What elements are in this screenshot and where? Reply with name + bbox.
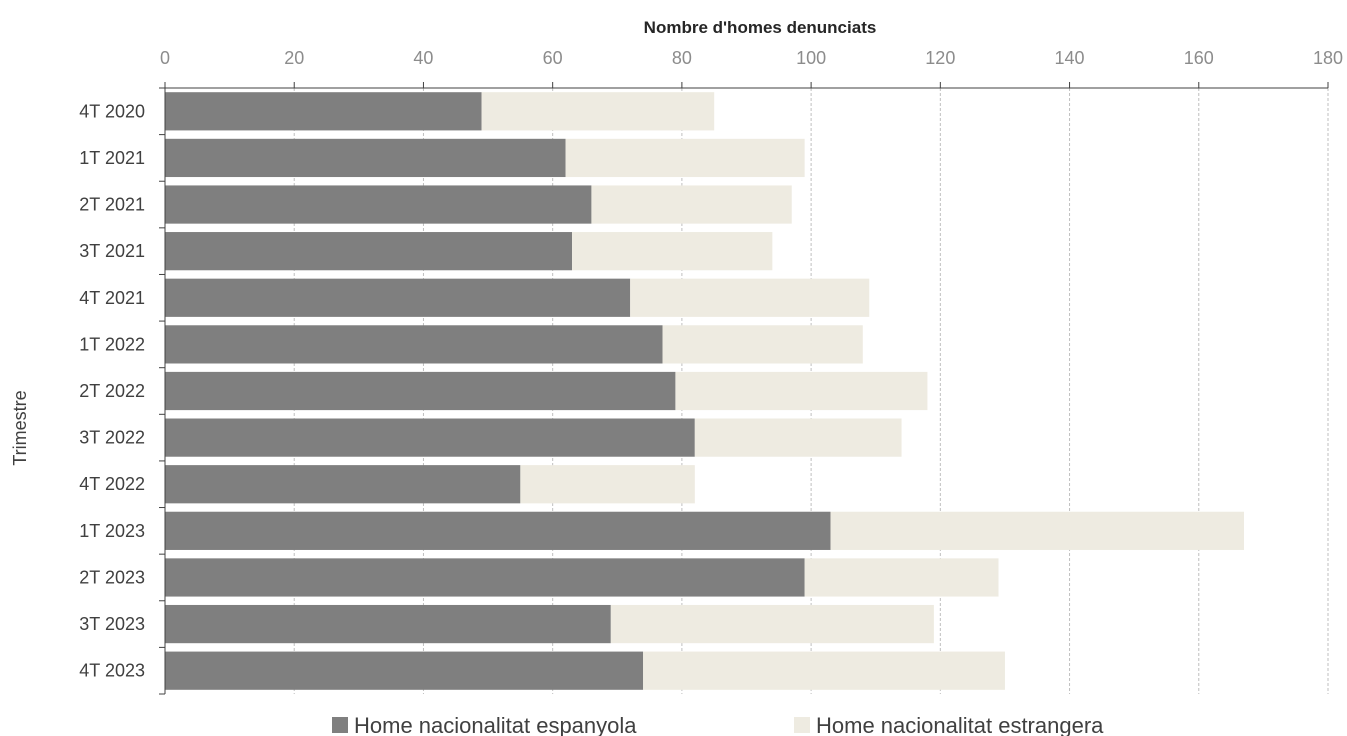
bar-segment-estrangera	[662, 325, 863, 364]
bar-segment-estrangera	[520, 465, 695, 504]
category-label: 3T 2023	[79, 614, 145, 634]
category-label: 4T 2021	[79, 288, 145, 308]
x-tick-label: 80	[672, 48, 692, 68]
bar-segment-espanyola	[165, 558, 805, 597]
bar-segment-espanyola	[165, 651, 644, 690]
bar-segment-espanyola	[165, 138, 566, 178]
bar-segment-estrangera	[630, 278, 870, 317]
bar-segment-espanyola	[165, 92, 482, 131]
bar-segment-espanyola	[165, 278, 631, 317]
bar-segment-espanyola	[165, 604, 611, 644]
x-tick-label: 60	[543, 48, 563, 68]
x-tick-label: 100	[796, 48, 826, 68]
category-label: 1T 2022	[79, 334, 145, 354]
bar-segment-estrangera	[481, 92, 715, 131]
category-label: 4T 2020	[79, 101, 145, 121]
x-tick-label: 0	[160, 48, 170, 68]
x-tick-label: 20	[284, 48, 304, 68]
category-label: 1T 2021	[79, 148, 145, 168]
category-label: 3T 2022	[79, 428, 145, 448]
legend-swatch-estrangera	[794, 717, 810, 733]
legend-label-espanyola: Home nacionalitat espanyola	[354, 713, 637, 736]
legend-swatch-espanyola	[332, 717, 348, 733]
legend: Home nacionalitat espanyola Home naciona…	[332, 713, 1104, 736]
category-label: 2T 2022	[79, 381, 145, 401]
category-label: 2T 2021	[79, 195, 145, 215]
x-tick-labels: 0 20 40 60 80 100 120 140 160 180	[160, 48, 1343, 68]
x-tick-label: 40	[413, 48, 433, 68]
bar-segment-estrangera	[675, 371, 928, 411]
bar-segment-espanyola	[165, 418, 695, 457]
bar-segment-espanyola	[165, 511, 831, 550]
bar-segment-espanyola	[165, 465, 521, 504]
bar-segment-estrangera	[830, 511, 1245, 550]
bar-segment-estrangera	[565, 138, 805, 178]
x-tick-label: 120	[925, 48, 955, 68]
category-label: 4T 2022	[79, 474, 145, 494]
legend-label-estrangera: Home nacionalitat estrangera	[816, 713, 1104, 736]
x-tick-label: 160	[1184, 48, 1214, 68]
bar-segment-estrangera	[572, 232, 773, 271]
bar-segment-estrangera	[591, 185, 792, 224]
category-label: 3T 2021	[79, 241, 145, 261]
bar-segment-espanyola	[165, 232, 573, 271]
y-axis-title: Trimestre	[10, 390, 30, 465]
bar-segment-estrangera	[694, 418, 902, 457]
bar-segment-estrangera	[610, 604, 934, 644]
bar-segment-estrangera	[804, 558, 999, 597]
bar-segment-estrangera	[643, 651, 1005, 690]
axes	[164, 87, 1328, 694]
category-labels: 4T 2020 1T 2021 2T 2021 3T 2021 4T 2021 1T 20…	[79, 101, 145, 680]
bars	[165, 92, 1245, 690]
category-label: 2T 2023	[79, 567, 145, 587]
category-label: 4T 2023	[79, 661, 145, 681]
x-axis-title: Nombre d'homes denunciats	[644, 18, 877, 37]
x-tick-label: 180	[1313, 48, 1343, 68]
x-tick-label: 140	[1055, 48, 1085, 68]
bar-segment-espanyola	[165, 325, 663, 364]
bar-segment-espanyola	[165, 371, 676, 411]
bar-segment-espanyola	[165, 185, 592, 224]
category-label: 1T 2023	[79, 521, 145, 541]
